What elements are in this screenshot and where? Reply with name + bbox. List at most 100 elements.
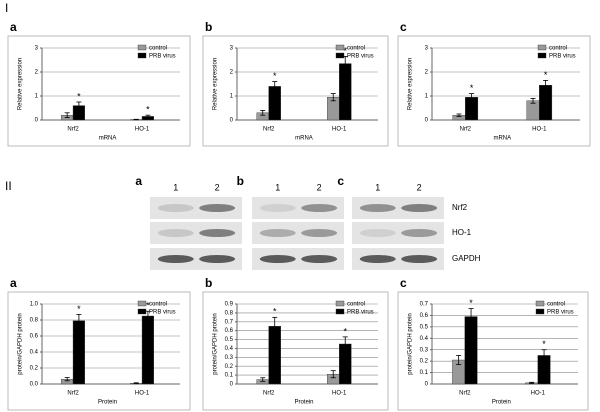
y-tick-label: 0.4 [225, 346, 234, 352]
legend-label: PRB virus [347, 310, 374, 316]
significance-mark: * [77, 304, 81, 314]
y-tick-label: 0.3 [225, 355, 234, 361]
y-tick-label: 0.2 [420, 359, 429, 365]
blot-band [301, 204, 338, 212]
bar [539, 84, 553, 121]
blot-row-label: HO-1 [452, 228, 472, 237]
error-bar [272, 81, 278, 92]
error-bar [133, 382, 139, 385]
blot-strip [352, 248, 444, 270]
x-tick-label: HO-1 [135, 127, 150, 133]
bar [464, 316, 478, 385]
blot-band [359, 204, 396, 212]
blot-panel-label: b [237, 174, 244, 188]
blot-band [157, 255, 194, 263]
y-tick-label: 3 [230, 46, 234, 52]
blot-band [157, 204, 194, 212]
significance-mark: * [77, 91, 81, 101]
blot-band [259, 229, 296, 237]
x-tick-label: HO-1 [332, 391, 347, 397]
error-bar [76, 313, 82, 328]
y-tick-label: 1 [425, 94, 429, 100]
error-bar [541, 349, 547, 362]
panel-label: a [10, 276, 17, 290]
legend-swatch [137, 44, 147, 51]
error-bar [456, 113, 462, 117]
y-tick-label: 0.1 [225, 373, 234, 379]
y-tick-label: 0 [230, 382, 234, 388]
blot-band [199, 229, 236, 237]
legend-label: control [347, 302, 365, 308]
y-tick-label: 2 [35, 70, 39, 76]
error-bar [456, 355, 462, 365]
y-tick-label: 0.5 [420, 324, 429, 330]
error-bar [330, 93, 336, 102]
legend-label: control [549, 46, 567, 52]
y-axis-title: Relative expression [408, 58, 414, 110]
blot-strip [150, 248, 242, 270]
error-bar [272, 316, 278, 336]
panel-label: b [205, 20, 212, 34]
error-bar [76, 101, 82, 110]
x-tick-label: Nrf2 [67, 127, 79, 133]
y-tick-label: 0 [425, 382, 429, 388]
y-tick-label: 0.5 [225, 337, 234, 343]
panel-label: b [205, 276, 212, 290]
chart-frame [202, 35, 389, 147]
legend-swatch [537, 44, 547, 51]
section-label: I [5, 1, 8, 15]
lane-label: 2 [417, 182, 422, 192]
y-tick-label: 0.9 [225, 302, 234, 308]
error-bar [543, 80, 549, 91]
bar [339, 63, 352, 121]
y-axis-title: Relative expression [213, 58, 219, 110]
significance-mark: * [343, 326, 347, 336]
x-axis-title: Protein [492, 400, 511, 406]
y-tick-label: 0.1 [420, 370, 429, 376]
y-tick-label: 0.7 [420, 302, 429, 308]
y-tick-label: 0.6 [30, 334, 39, 340]
y-tick-label: 0.4 [420, 336, 429, 342]
legend-label: PRB virus [149, 54, 176, 60]
significance-mark: * [146, 105, 150, 115]
y-tick-label: 1 [230, 94, 234, 100]
blot-strip [352, 222, 444, 244]
blot-band [401, 255, 438, 263]
legend-swatch [335, 44, 345, 51]
chart-frame [202, 291, 389, 411]
blot-row-label: Nrf2 [452, 203, 468, 212]
lane-label: 1 [275, 182, 280, 192]
y-tick-label: 0.4 [30, 350, 39, 356]
legend-swatch [335, 300, 345, 307]
legend-label: control [347, 46, 365, 52]
error-bar [469, 93, 475, 102]
significance-mark: * [343, 46, 347, 56]
y-tick-label: 0.3 [420, 347, 429, 353]
error-bar [330, 370, 336, 379]
y-tick-label: 0.6 [420, 313, 429, 319]
x-axis-title: Protein [98, 400, 117, 406]
error-bar [468, 308, 474, 325]
panel-label: c [400, 276, 407, 290]
x-tick-label: HO-1 [135, 391, 150, 397]
blot-band [359, 255, 396, 263]
legend-label: PRB virus [149, 310, 176, 316]
y-tick-label: 3 [35, 46, 39, 52]
y-axis-title: protein/GAPDH protein [18, 313, 24, 374]
x-tick-label: Nrf2 [460, 127, 472, 133]
significance-mark: * [469, 298, 473, 308]
y-tick-label: 0 [425, 118, 429, 124]
error-bar [145, 310, 151, 322]
blot-strip [150, 222, 242, 244]
blot-band [301, 255, 338, 263]
blot-band [401, 229, 438, 237]
chart-frame [7, 291, 191, 411]
blot-strip [150, 197, 242, 219]
blot-band [259, 255, 296, 263]
x-tick-label: HO-1 [531, 391, 546, 397]
x-axis-title: Protein [294, 400, 313, 406]
y-tick-label: 3 [425, 46, 429, 52]
blot-strip [352, 197, 444, 219]
legend-label: control [547, 302, 565, 308]
blot-row-label: GAPDH [452, 254, 481, 263]
